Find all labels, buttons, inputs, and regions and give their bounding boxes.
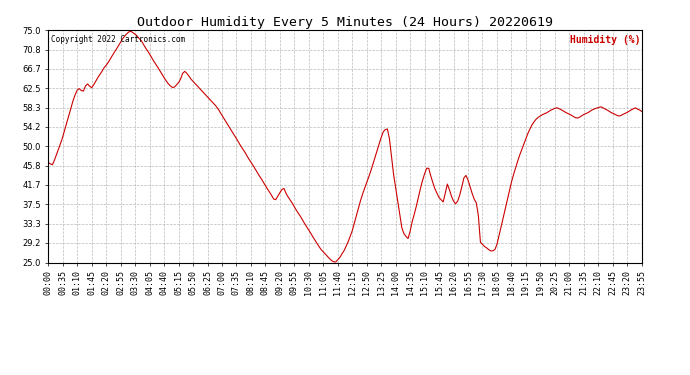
Text: Copyright 2022 Cartronics.com: Copyright 2022 Cartronics.com: [51, 34, 186, 44]
Text: Humidity (%): Humidity (%): [570, 34, 640, 45]
Title: Outdoor Humidity Every 5 Minutes (24 Hours) 20220619: Outdoor Humidity Every 5 Minutes (24 Hou…: [137, 16, 553, 29]
